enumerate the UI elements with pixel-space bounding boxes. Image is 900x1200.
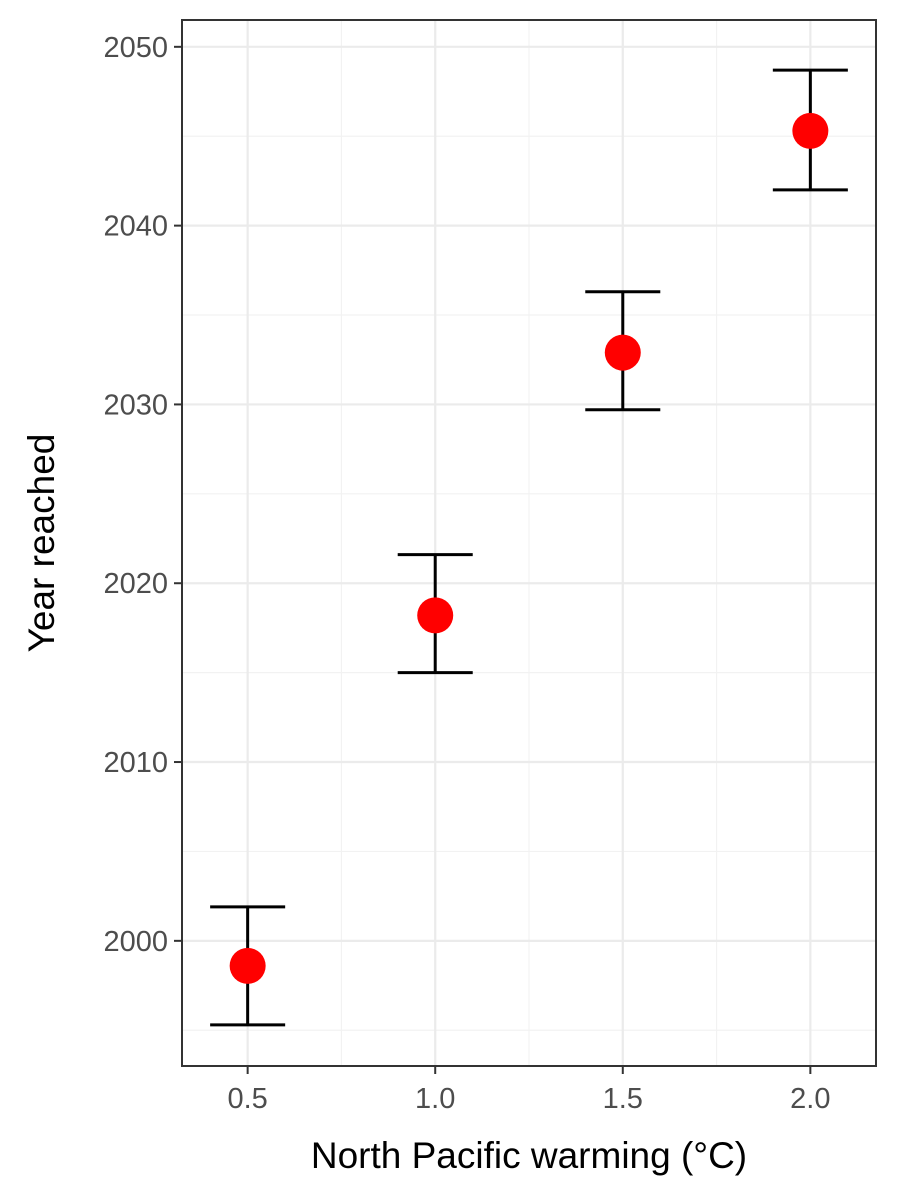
x-tick-label: 0.5 bbox=[227, 1083, 267, 1115]
major-gridlines bbox=[182, 20, 876, 1066]
x-tick-label: 2.0 bbox=[790, 1083, 830, 1115]
x-tick-label: 1.5 bbox=[603, 1083, 643, 1115]
y-tick-label: 2050 bbox=[103, 32, 168, 64]
error-bars bbox=[210, 68, 848, 1027]
y-tick-label: 2040 bbox=[103, 211, 168, 243]
x-axis-title: North Pacific warming (°C) bbox=[311, 1135, 747, 1176]
minor-gridlines bbox=[182, 20, 876, 1066]
y-tick-label: 2010 bbox=[103, 747, 168, 779]
data-points bbox=[229, 112, 829, 984]
y-tick-label: 2030 bbox=[103, 389, 168, 421]
y-axis-title: Year reached bbox=[21, 434, 62, 653]
x-axis-ticks: 0.5 1.0 1.5 2.0 bbox=[227, 1066, 831, 1115]
data-point bbox=[229, 947, 266, 984]
data-point bbox=[792, 112, 829, 149]
y-tick-label: 2020 bbox=[103, 568, 168, 600]
x-tick-label: 1.0 bbox=[415, 1083, 455, 1115]
panel-border bbox=[181, 19, 877, 1067]
y-axis-ticks: 2000 2010 2020 2030 2040 2050 bbox=[103, 32, 182, 958]
data-point bbox=[604, 334, 641, 371]
y-tick-label: 2000 bbox=[103, 926, 168, 958]
data-point bbox=[417, 597, 454, 634]
